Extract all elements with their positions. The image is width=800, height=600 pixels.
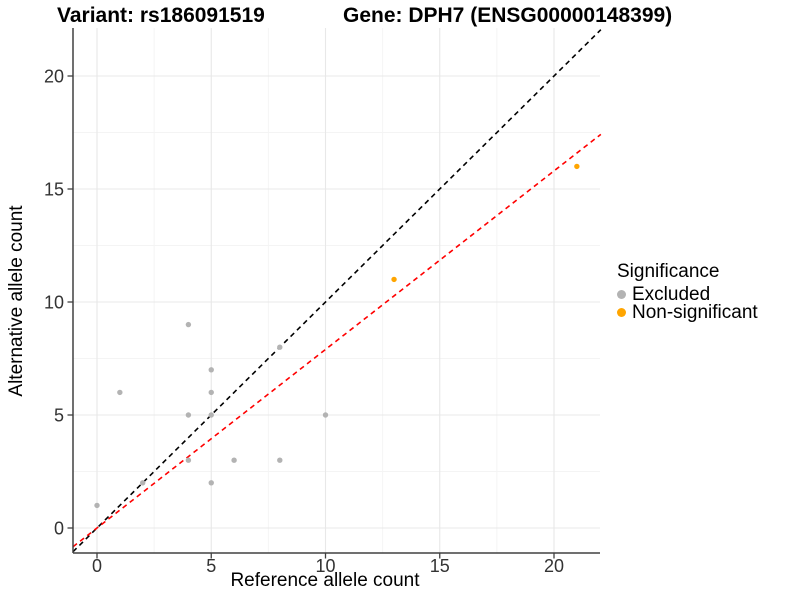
- y-axis-title: Alternative allele count: [6, 205, 27, 397]
- data-point-excluded: [140, 480, 146, 486]
- legend-label-excluded: Excluded: [632, 283, 711, 305]
- data-point-excluded: [208, 480, 214, 486]
- excluded-point-icon: [617, 290, 626, 299]
- plot-title-variant: Variant: rs186091519: [57, 4, 265, 27]
- x-tick-label: 5: [206, 556, 216, 576]
- identity-line: [72, 29, 602, 553]
- fit-line: [72, 133, 602, 548]
- y-tick-label: 20: [44, 67, 64, 87]
- data-point-excluded: [277, 344, 283, 350]
- y-tick-label: 0: [54, 519, 64, 539]
- y-tick-label: 10: [44, 293, 64, 313]
- data-point-excluded: [185, 412, 192, 418]
- y-tick-label: 5: [54, 406, 64, 426]
- legend-label-non-significant: Non-significant: [632, 301, 758, 323]
- data-point-excluded: [231, 457, 237, 463]
- x-tick-label: 15: [430, 556, 450, 576]
- legend-title: Significance: [617, 261, 720, 282]
- data-point-excluded: [185, 321, 192, 328]
- data-point-excluded: [185, 457, 192, 463]
- data-point-excluded: [277, 457, 283, 463]
- legend-item-excluded: Excluded: [617, 283, 758, 305]
- legend: Significance Excluded Non-significant: [617, 261, 758, 323]
- x-tick-label: 20: [544, 556, 564, 576]
- x-tick-label: 10: [315, 556, 335, 576]
- data-point-excluded: [208, 412, 214, 418]
- x-tick-label: 0: [92, 556, 102, 576]
- plot-title-gene: Gene: DPH7 (ENSG00000148399): [343, 4, 673, 27]
- non-significant-point-icon: [617, 308, 626, 317]
- data-point-excluded: [117, 389, 123, 396]
- y-tick-label: 15: [44, 180, 64, 200]
- x-axis-title: Reference allele count: [230, 570, 420, 591]
- legend-item-non-significant: Non-significant: [617, 301, 758, 323]
- data-point-excluded: [208, 389, 214, 396]
- data-point-excluded: [322, 412, 329, 418]
- data-point-non-significant: [574, 163, 580, 170]
- data-point-excluded: [208, 367, 214, 373]
- data-point-non-significant: [391, 276, 397, 283]
- data-point-excluded: [94, 502, 100, 509]
